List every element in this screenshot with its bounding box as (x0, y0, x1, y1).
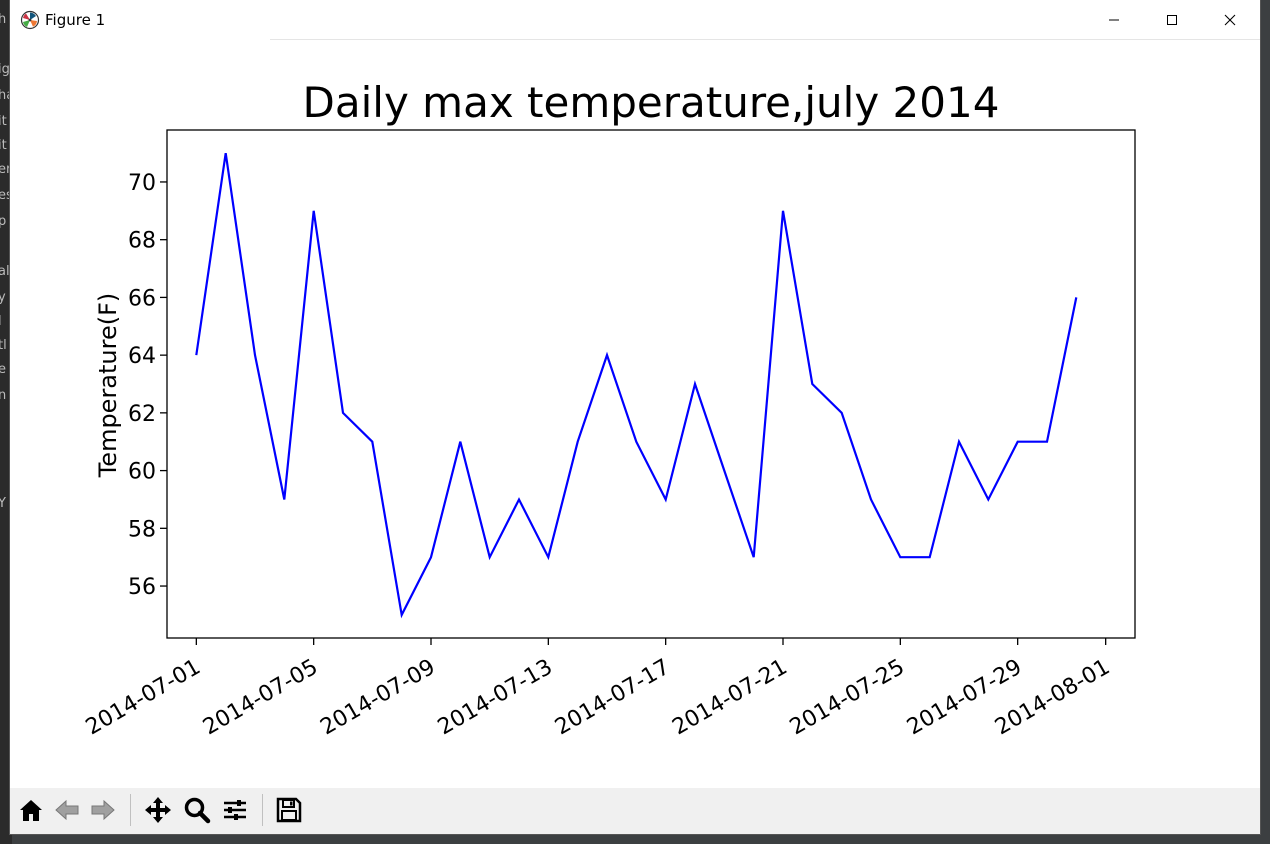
title-bar[interactable]: Figure 1 (10, 0, 1260, 39)
maximize-button[interactable] (1143, 0, 1201, 39)
background-text-fragment: l (0, 314, 2, 329)
series-line (195, 152, 1078, 619)
home-icon (20, 800, 42, 821)
toolbar-separator (130, 794, 131, 826)
y-tick-label: 58 (128, 517, 156, 542)
x-tick-label: 2014-07-01 (82, 655, 205, 741)
y-tick-label: 66 (128, 286, 156, 311)
save-floppy-icon (276, 797, 302, 823)
back-button[interactable] (50, 792, 84, 828)
y-tick-label: 68 (128, 229, 156, 254)
chart-title: Daily max temperature,july 2014 (303, 78, 1000, 127)
background-text-fragment: n (0, 388, 7, 403)
x-tick-label: 2014-07-13 (434, 655, 557, 741)
background-text-fragment: al (0, 264, 10, 279)
background-text-fragment: it (0, 114, 7, 129)
home-button[interactable] (14, 792, 48, 828)
figure-canvas[interactable]: Daily max temperature,july 2014 Temperat… (10, 40, 1260, 788)
matplotlib-logo-icon (20, 10, 40, 30)
figure-window: Figure 1 Daily max temperature,july 2014… (10, 0, 1260, 834)
close-button[interactable] (1201, 0, 1259, 39)
y-tick-label: 56 (128, 575, 156, 600)
background-text-fragment: es (0, 188, 12, 203)
x-tick-label: 2014-07-21 (668, 655, 791, 741)
toolbar-separator (262, 794, 263, 826)
background-text-fragment: y (0, 290, 6, 305)
x-tick-label: 2014-07-05 (199, 655, 322, 741)
y-tick-label: 64 (128, 344, 156, 369)
background-text-fragment: ha (0, 88, 12, 103)
configure-subplots-icon (224, 800, 246, 820)
y-axis-label: Temperature(F) (94, 293, 122, 479)
minimize-button[interactable] (1085, 0, 1143, 39)
save-button[interactable] (272, 792, 306, 828)
background-text-fragment: ig (0, 62, 10, 77)
y-tick-label: 70 (128, 171, 156, 196)
background-right-strip (1260, 0, 1270, 844)
y-tick-label: 60 (128, 460, 156, 485)
forward-arrow-icon (91, 799, 115, 821)
zoom-magnifier-icon (184, 797, 211, 824)
background-ide-strip: h ig ha it it er es p al yl tl en Y (0, 0, 12, 844)
background-text-fragment: e (0, 362, 6, 377)
forward-button[interactable] (86, 792, 120, 828)
x-tick-label: 2014-07-09 (316, 655, 439, 741)
x-tick-label: 2014-07-17 (551, 655, 674, 741)
background-text-fragment: er (0, 162, 12, 177)
minimize-icon (1109, 19, 1119, 20)
background-text-fragment: p (0, 214, 7, 229)
pan-move-icon (145, 797, 171, 823)
back-arrow-icon (55, 799, 79, 821)
navigation-toolbar (10, 788, 1260, 834)
maximize-icon (1167, 14, 1177, 25)
zoom-button[interactable] (180, 792, 214, 828)
axes-frame (166, 129, 1136, 639)
x-tick-label: 2014-07-25 (786, 655, 909, 741)
background-text-fragment: Y (0, 496, 6, 511)
close-icon (1224, 14, 1236, 25)
line-chart[interactable]: Daily max temperature,july 2014 Temperat… (10, 40, 1260, 788)
y-tick-label: 62 (128, 402, 156, 427)
background-text-fragment: h (0, 12, 7, 27)
window-title: Figure 1 (45, 11, 106, 29)
background-text-fragment: tl (0, 338, 7, 353)
pan-button[interactable] (141, 792, 175, 828)
background-text-fragment: it (0, 138, 7, 153)
configure-subplots-button[interactable] (218, 792, 252, 828)
title-divider (270, 39, 1260, 40)
